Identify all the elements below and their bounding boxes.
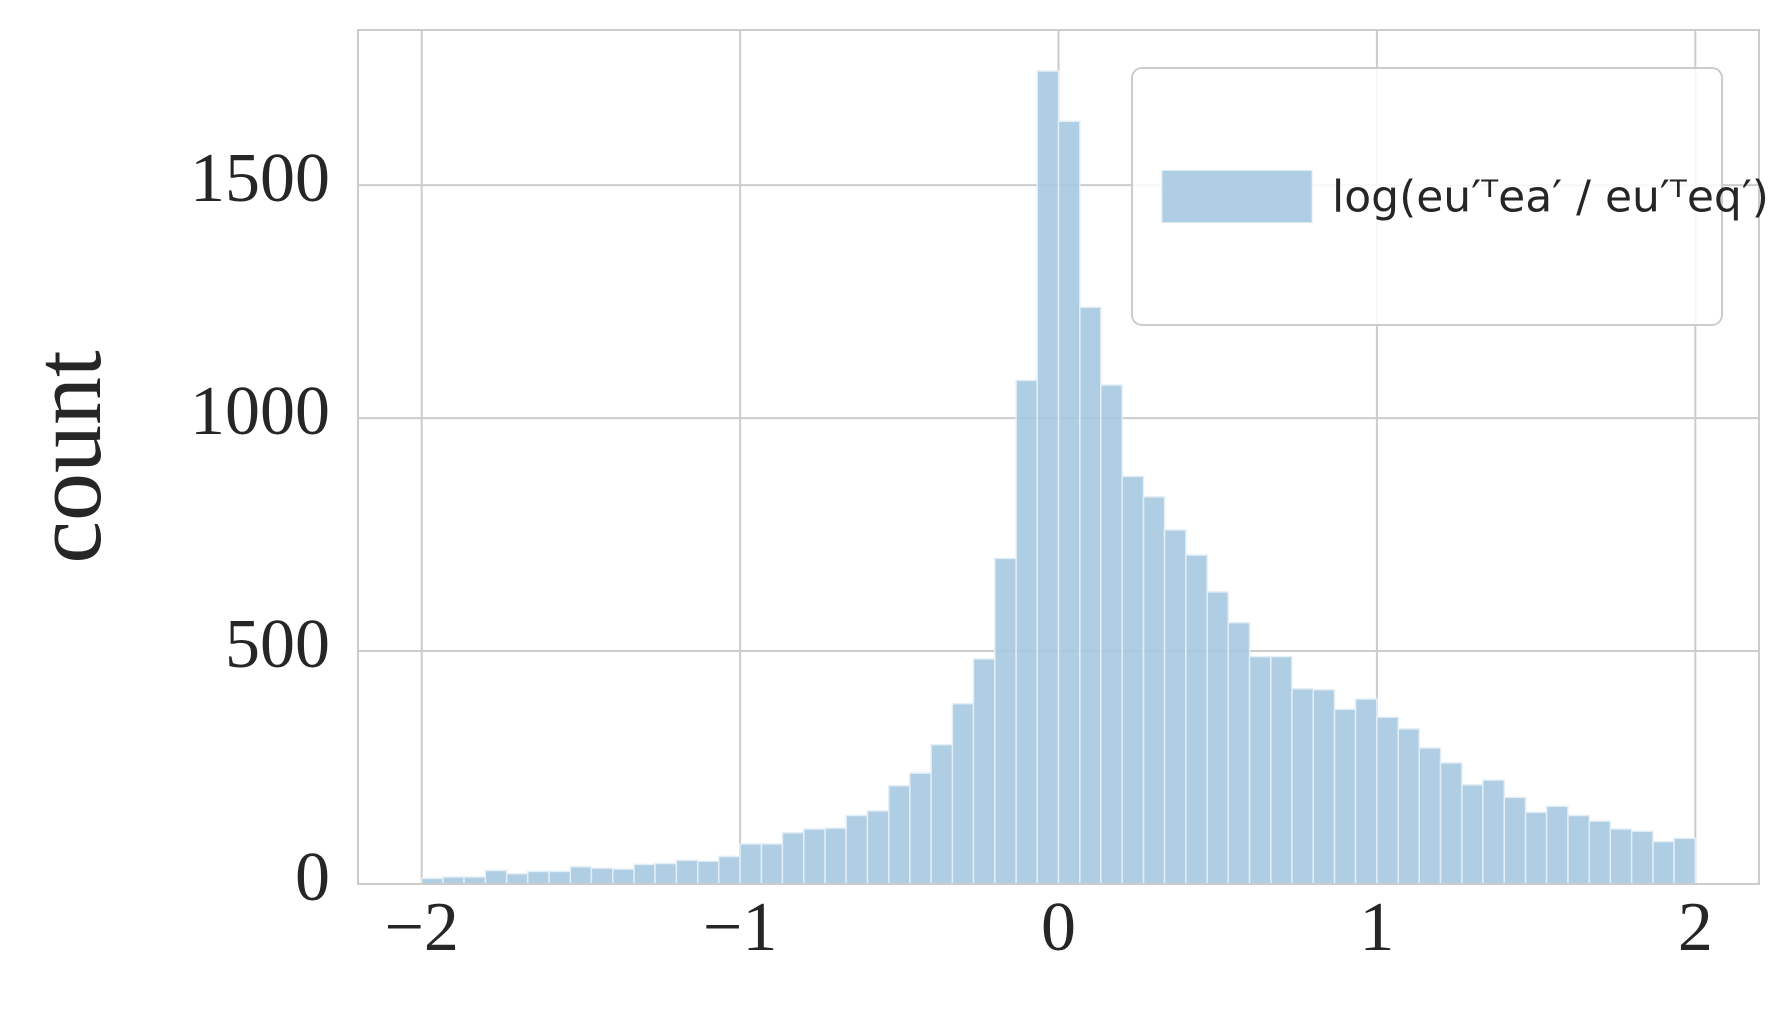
bar (1057, 120, 1081, 885)
bar (1163, 529, 1187, 885)
bar (675, 859, 699, 885)
bar (972, 658, 996, 885)
bar (1291, 688, 1314, 885)
bar (994, 557, 1017, 885)
legend-swatch (1161, 170, 1313, 223)
bar (1333, 708, 1357, 885)
bar (951, 702, 975, 885)
bar (1354, 698, 1378, 885)
bar (548, 870, 572, 885)
bar (611, 868, 635, 885)
plot-frame (357, 29, 1760, 885)
bar (1079, 306, 1102, 885)
bar (1312, 688, 1336, 885)
bar (909, 772, 932, 885)
bar (1673, 837, 1697, 885)
bar (1248, 655, 1272, 885)
bar (590, 867, 614, 885)
y-tick-label: 500 (225, 606, 330, 683)
x-tick-label: 1 (1359, 889, 1394, 966)
bar (1397, 728, 1421, 885)
bar (442, 876, 465, 885)
bar (484, 869, 508, 885)
bar (1121, 475, 1145, 885)
y-tick-label: 0 (295, 839, 330, 916)
bar (1376, 716, 1399, 885)
x-tick-label: 2 (1678, 889, 1713, 966)
bar (1270, 655, 1293, 885)
bar (654, 862, 678, 885)
bar (1652, 840, 1675, 885)
bar (1588, 820, 1612, 885)
bar (1036, 70, 1060, 885)
bar (1206, 591, 1229, 885)
bar (1545, 805, 1569, 885)
y-tick-label: 1000 (190, 373, 330, 450)
bar (696, 860, 720, 885)
bar (888, 784, 911, 885)
bar (718, 855, 741, 885)
bar (1482, 779, 1506, 885)
bar (1015, 379, 1038, 885)
bar (526, 870, 550, 885)
y-axis-label: count (14, 350, 121, 564)
bar (505, 873, 529, 885)
bar (1503, 796, 1527, 885)
bar (633, 863, 656, 885)
bar (1567, 814, 1591, 885)
bar (1630, 830, 1654, 885)
bar (930, 743, 954, 885)
y-tick-label: 1500 (190, 140, 330, 217)
bar (845, 814, 869, 885)
bar (760, 843, 784, 885)
bar (1185, 554, 1208, 885)
bar (1227, 621, 1251, 885)
bar (866, 810, 890, 885)
x-tick-label: −2 (384, 889, 458, 966)
x-tick-label: −1 (703, 889, 777, 966)
bar (1418, 747, 1442, 885)
legend-label: log(eu′ᵀea′ / eu′ᵀeq′) (1332, 172, 1769, 223)
bar (1439, 762, 1463, 885)
bar (781, 832, 805, 885)
bar (824, 827, 847, 885)
bar (1609, 828, 1633, 885)
bar (739, 843, 763, 885)
bar (1142, 496, 1166, 885)
bar (1524, 811, 1548, 885)
bar (463, 876, 487, 885)
legend-box (1131, 67, 1723, 326)
bar (803, 828, 826, 885)
x-tick-label: 0 (1041, 889, 1076, 966)
bar (569, 866, 593, 885)
bar (1461, 784, 1484, 885)
bar (1100, 384, 1123, 885)
